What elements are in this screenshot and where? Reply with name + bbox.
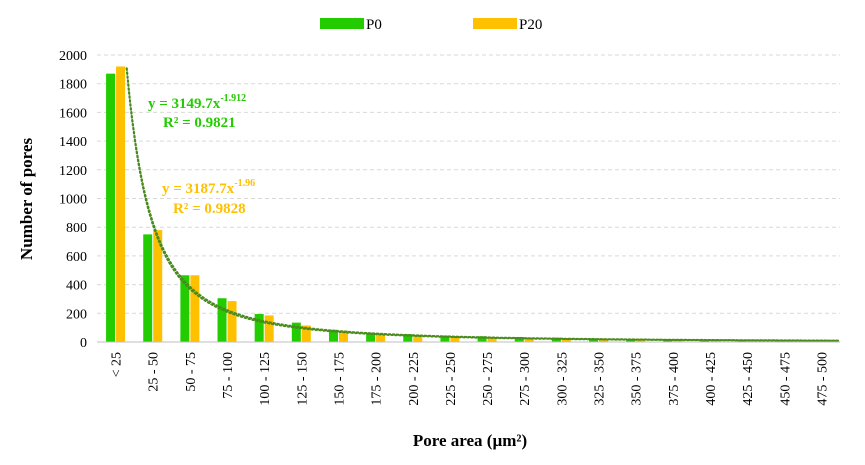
y-tick-label: 1200 (59, 164, 87, 179)
bar-p20 (487, 336, 497, 342)
x-tick-label: 450 - 475 (778, 352, 793, 406)
y-axis-title: Number of pores (17, 138, 36, 261)
gridlines (97, 54, 840, 314)
bar-p20 (264, 315, 274, 342)
bar-p0 (143, 234, 153, 342)
x-tick-label: 175 - 200 (370, 352, 385, 406)
y-tick-label: 1600 (59, 106, 87, 121)
x-tick-label: 425 - 450 (741, 352, 756, 406)
x-tick-label: 100 - 125 (258, 352, 273, 406)
x-tick-label: 300 - 325 (555, 352, 570, 406)
bar-p20 (153, 230, 163, 342)
bar-p20 (116, 66, 126, 342)
x-tick-label: 375 - 400 (667, 352, 682, 406)
legend-label-p20: P20 (519, 17, 542, 33)
trendline-p20 (125, 67, 840, 342)
x-tick-label: < 25 (110, 352, 125, 377)
bar-p0 (180, 275, 190, 342)
y-axis-ticks: 0 200 400 600 800 1000 1200 1400 1600 1800 2000 (59, 49, 87, 351)
bar-p20 (599, 339, 609, 342)
trend-equation-p0-text: y = 3149.7x (148, 96, 221, 112)
y-tick-label: 2000 (59, 49, 87, 64)
x-tick-label: 225 - 250 (444, 352, 459, 406)
bar-p0 (254, 314, 264, 342)
legend: P0 P20 (320, 17, 542, 33)
bar-p20 (227, 301, 237, 342)
x-tick-label: 400 - 425 (704, 352, 719, 406)
bar-p20 (710, 340, 720, 342)
x-tick-label: 75 - 100 (221, 352, 236, 399)
legend-swatch-p0 (320, 18, 364, 29)
bar-p20 (784, 340, 794, 342)
x-tick-label: 250 - 275 (481, 352, 496, 406)
x-tick-label: 350 - 375 (630, 352, 645, 406)
svg-text:y = 3187.7x-1.96: y = 3187.7x-1.96 (162, 178, 255, 197)
bar-p20 (747, 340, 757, 342)
bar-p20 (190, 275, 200, 342)
bar-p0 (589, 338, 599, 342)
trend-equation-p20: y = 3187.7x-1.96 R² = 0.9828 (162, 178, 255, 217)
y-tick-label: 200 (66, 307, 87, 322)
x-tick-label: 150 - 175 (332, 352, 347, 406)
bar-p0 (328, 329, 338, 342)
x-axis-ticks: < 25 25 - 50 50 - 75 75 - 100 100 - 125 125 -… (110, 352, 831, 406)
bar-p0 (440, 335, 450, 342)
bars (106, 66, 831, 342)
x-tick-label: 200 - 225 (407, 352, 422, 406)
bar-p20 (301, 325, 311, 342)
y-tick-label: 600 (66, 250, 87, 265)
x-tick-label: 475 - 500 (815, 352, 830, 406)
y-tick-label: 1800 (59, 78, 87, 93)
y-tick-label: 400 (66, 279, 87, 294)
trend-equation-p20-exponent: -1.96 (234, 178, 255, 189)
bar-p20 (636, 339, 646, 342)
bar-p0 (514, 336, 524, 342)
bar-p0 (477, 336, 487, 342)
trend-r2-p0: R² = 0.9821 (163, 115, 236, 131)
bar-p0 (366, 332, 376, 342)
x-tick-label: 325 - 350 (593, 352, 608, 406)
y-tick-label: 1400 (59, 135, 87, 150)
x-tick-label: 50 - 75 (184, 352, 199, 392)
bar-p0 (291, 322, 301, 342)
y-tick-label: 0 (80, 336, 87, 351)
bar-p20 (673, 340, 683, 342)
y-tick-label: 800 (66, 221, 87, 236)
svg-text:y = 3149.7x-1.912: y = 3149.7x-1.912 (148, 93, 246, 112)
bar-p20 (338, 330, 348, 342)
y-tick-label: 1000 (59, 193, 87, 208)
x-tick-label: 275 - 300 (518, 352, 533, 406)
bar-p20 (524, 337, 534, 342)
trend-equation-p0-exponent: -1.912 (220, 93, 246, 104)
x-tick-label: 25 - 50 (147, 352, 162, 392)
bar-p20 (561, 338, 571, 342)
trend-equation-p20-text: y = 3187.7x (162, 181, 235, 197)
bar-p0 (737, 340, 747, 342)
legend-swatch-p20 (473, 18, 517, 29)
bar-p20 (450, 336, 460, 342)
bar-p20 (376, 333, 386, 342)
trend-equation-p0: y = 3149.7x-1.912 R² = 0.9821 (148, 93, 246, 131)
x-tick-label: 125 - 150 (295, 352, 310, 406)
legend-label-p0: P0 (366, 17, 382, 33)
bar-p20 (413, 334, 423, 342)
bar-p0 (217, 298, 227, 342)
trend-r2-p20: R² = 0.9828 (173, 201, 246, 217)
trendlines (125, 67, 840, 342)
bar-p0 (403, 334, 413, 342)
bar-p0 (106, 73, 116, 342)
bar-p0 (700, 340, 710, 342)
x-axis-title: Pore area (µm²) (413, 431, 527, 450)
